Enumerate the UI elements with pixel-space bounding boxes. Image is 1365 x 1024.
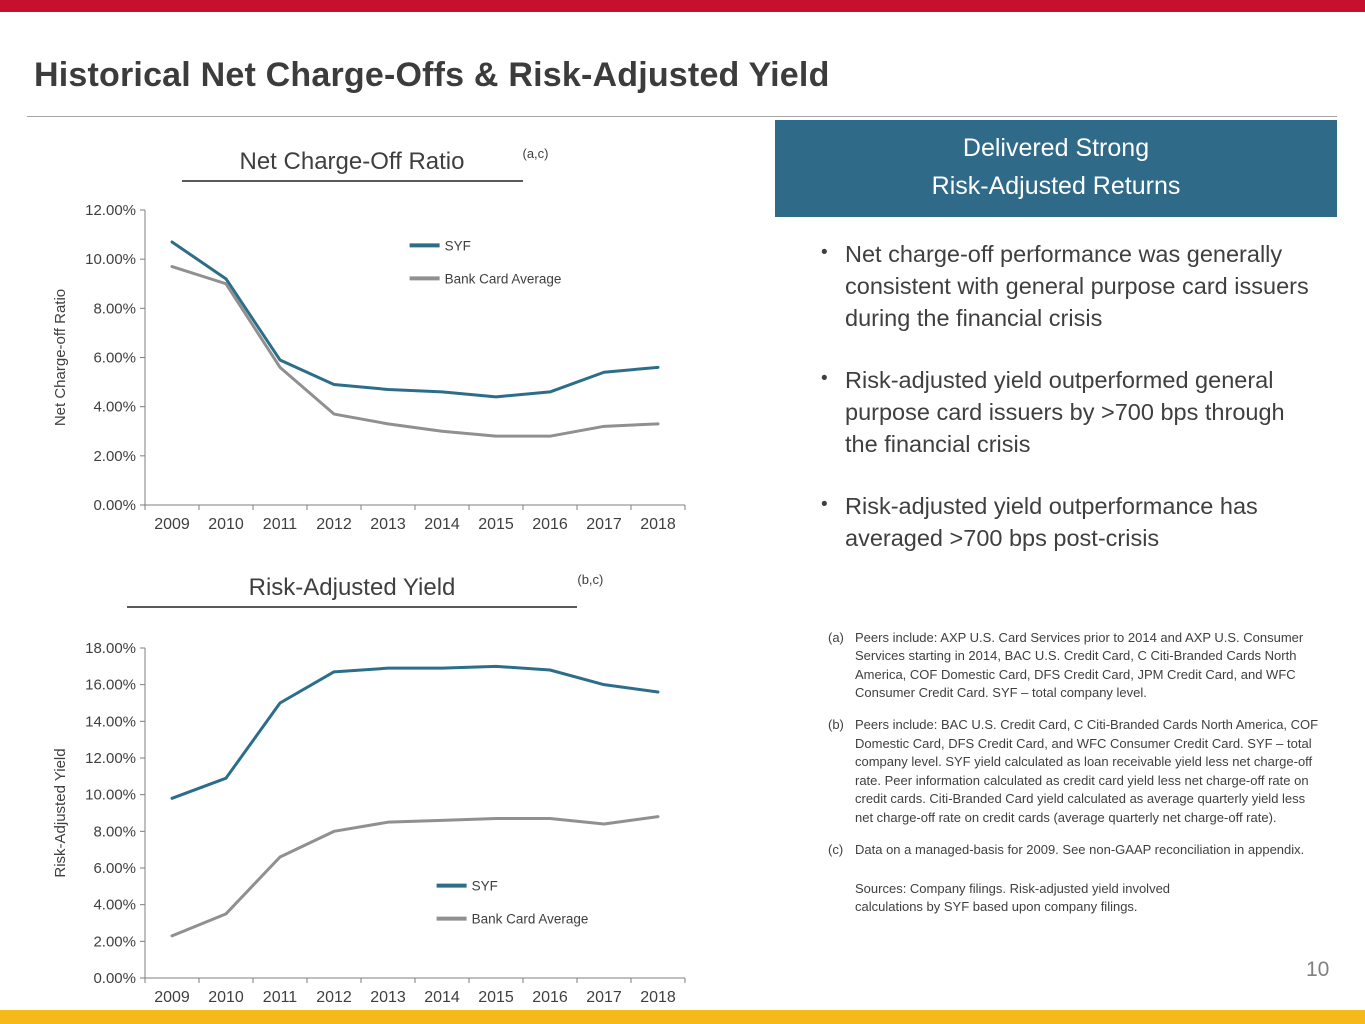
- x-tick-label: 2010: [208, 989, 244, 1006]
- y-axis-label: Net Charge-off Ratio: [52, 288, 69, 427]
- sources-note: Sources: Company filings. Risk-adjusted …: [855, 880, 1171, 915]
- legend-label: SYF: [472, 879, 498, 894]
- x-tick-label: 2012: [316, 989, 352, 1006]
- footnote: (b) Peers include: BAC U.S. Credit Card,…: [828, 716, 1325, 827]
- series-line-Bank Card Average: [170, 265, 660, 438]
- bullet-icon: •: [821, 242, 828, 263]
- footnote-label: (b): [828, 717, 844, 733]
- x-tick-label: 2013: [370, 989, 406, 1006]
- bullet-list: • Net charge-off performance was general…: [821, 239, 1323, 555]
- x-tick-label: 2014: [424, 516, 460, 533]
- x-tick-label: 2010: [208, 516, 244, 533]
- y-tick-label: 6.00%: [93, 860, 136, 877]
- net-charge-off-chart-section: Net Charge-Off Ratio (a,c) Net Charge-off…: [30, 146, 700, 548]
- y-tick-label: 10.00%: [85, 787, 136, 804]
- legend-label: SYF: [445, 238, 471, 253]
- series-line-Bank Card Average: [170, 815, 660, 938]
- footnote-text: Peers include: BAC U.S. Credit Card, C C…: [855, 717, 1319, 825]
- x-tick-label: 2017: [586, 989, 622, 1006]
- x-tick-label: 2012: [316, 516, 352, 533]
- footnote-label: (c): [828, 842, 844, 858]
- footnotes: (a) Peers include: AXP U.S. Card Service…: [828, 629, 1325, 917]
- series-line-SYF: [170, 664, 660, 800]
- footnote-text: Data on a managed-basis for 2009. See no…: [855, 842, 1305, 858]
- x-tick-label: 2011: [263, 989, 298, 1006]
- page-number: 10: [1306, 958, 1330, 981]
- risk-adjusted-yield-chart-title: Risk-Adjusted Yield (b,c): [30, 572, 700, 608]
- bullet-icon: •: [821, 367, 828, 389]
- header-line-1: Delivered Strong: [962, 134, 1150, 162]
- right-panel-header: Delivered Strong Risk-Adjusted Returns: [775, 120, 1337, 217]
- chart-title-text: Risk-Adjusted Yield: [126, 574, 578, 608]
- chart-title-footnote-ref: (b,c): [577, 572, 604, 587]
- x-tick-label: 2009: [154, 989, 190, 1006]
- footnote: (c) Data on a managed-basis for 2009. Se…: [828, 841, 1325, 859]
- x-tick-label: 2013: [370, 516, 406, 533]
- legend-label: Bank Card Average: [445, 271, 562, 286]
- x-tick-label: 2016: [532, 989, 568, 1006]
- y-tick-label: 14.00%: [85, 713, 136, 730]
- y-tick-label: 4.00%: [93, 897, 136, 914]
- x-tick-label: 2014: [424, 989, 460, 1006]
- y-tick-label: 8.00%: [93, 823, 136, 840]
- series-line-SYF: [170, 240, 660, 399]
- bullet-point: • Risk-adjusted yield outperformance has…: [821, 491, 1323, 555]
- y-tick-label: 16.00%: [85, 677, 136, 694]
- bullet-text: Net charge-off performance was generally…: [845, 241, 1309, 331]
- bottom-accent-bar: [0, 1010, 1365, 1024]
- x-tick-label: 2017: [586, 516, 622, 533]
- y-tick-label: 8.00%: [93, 300, 136, 317]
- chart-title-footnote-ref: (a,c): [522, 146, 549, 161]
- footnote-text: Peers include: AXP U.S. Card Services pr…: [855, 629, 1304, 700]
- bullet-icon: •: [821, 493, 828, 515]
- chart-title-text: Net Charge-Off Ratio: [181, 148, 523, 182]
- y-tick-label: 0.00%: [93, 970, 136, 987]
- footnote-label: (a): [828, 629, 844, 645]
- x-tick-label: 2015: [478, 989, 514, 1006]
- title-divider: [27, 116, 1337, 117]
- x-tick-label: 2009: [154, 516, 190, 533]
- y-tick-label: 4.00%: [93, 399, 136, 416]
- y-tick-label: 2.00%: [93, 448, 136, 465]
- bullet-point: • Net charge-off performance was general…: [821, 239, 1323, 335]
- page-title: Historical Net Charge-Offs & Risk-Adjust…: [34, 56, 830, 94]
- y-tick-label: 10.00%: [85, 251, 136, 268]
- y-tick-label: 2.00%: [93, 933, 136, 950]
- bullet-point: • Risk-adjusted yield outperformed gener…: [821, 365, 1323, 461]
- x-tick-label: 2018: [640, 989, 676, 1006]
- y-tick-label: 12.00%: [85, 750, 136, 767]
- commentary-panel: Delivered Strong Risk-Adjusted Returns •…: [775, 120, 1337, 917]
- net-charge-off-chart: 0.00% 2.00% 4.00% 6.00% 8.00% 10.00% 12.00% 200…: [85, 202, 686, 533]
- bullet-text: Risk-adjusted yield outperformance has a…: [845, 492, 1258, 551]
- legend-label: Bank Card Average: [472, 912, 589, 927]
- bullet-text: Risk-adjusted yield outperformed general…: [845, 366, 1285, 457]
- y-tick-label: 18.00%: [85, 640, 136, 657]
- top-accent-bar: [0, 0, 1365, 12]
- net-charge-off-chart-title: Net Charge-Off Ratio (a,c): [30, 146, 700, 182]
- risk-adjusted-yield-chart-section: Risk-Adjusted Yield (b,c) Risk-Adjusted Y…: [30, 572, 700, 1021]
- x-tick-label: 2018: [640, 516, 676, 533]
- x-tick-label: 2016: [532, 516, 568, 533]
- y-tick-label: 0.00%: [93, 497, 136, 514]
- y-tick-label: 6.00%: [93, 350, 136, 367]
- y-axis-label: Risk-Adjusted Yield: [52, 748, 69, 878]
- header-line-2: Risk-Adjusted Returns: [931, 171, 1181, 200]
- x-tick-label: 2015: [478, 516, 514, 533]
- x-tick-label: 2011: [263, 516, 298, 533]
- y-tick-label: 12.00%: [85, 202, 136, 219]
- risk-adjusted-yield-chart: 0.00% 2.00% 4.00% 6.00% 8.00% 10.00% 12.00% 14.…: [85, 640, 686, 1006]
- footnote: (a) Peers include: AXP U.S. Card Service…: [828, 629, 1325, 703]
